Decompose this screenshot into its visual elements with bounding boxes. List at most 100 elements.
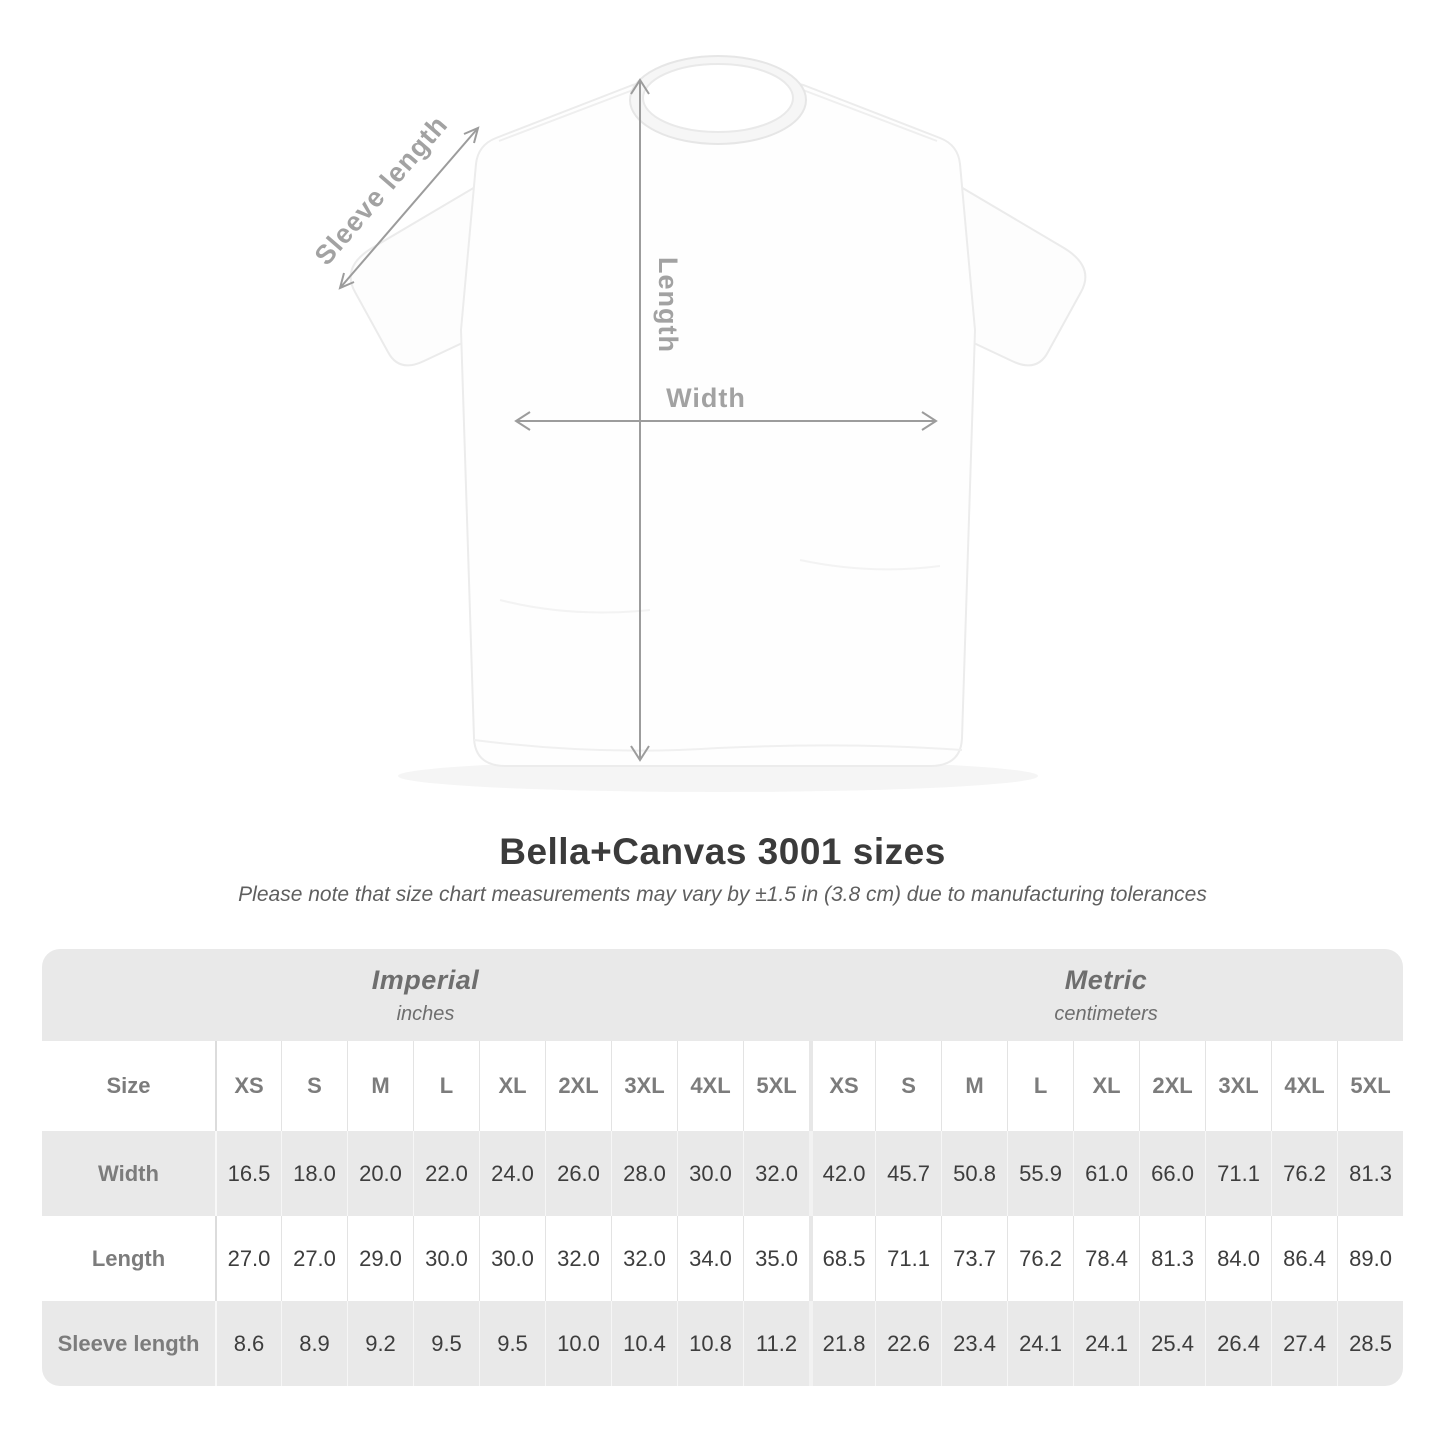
size-col-header: 2XL bbox=[545, 1041, 611, 1131]
size-col-header: 4XL bbox=[1271, 1041, 1338, 1131]
table-cell: 26.4 bbox=[1205, 1301, 1272, 1386]
table-cell: 71.1 bbox=[875, 1216, 942, 1301]
table-cell: 50.8 bbox=[941, 1131, 1008, 1216]
row-label-length: Length bbox=[42, 1216, 215, 1301]
length-row: Length 27.0 27.0 29.0 30.0 30.0 32.0 32.… bbox=[42, 1216, 1404, 1301]
table-cell: 27.0 bbox=[215, 1216, 281, 1301]
table-cell: 18.0 bbox=[281, 1131, 347, 1216]
table-cell: 30.0 bbox=[413, 1216, 479, 1301]
sleeve-length-row: Sleeve length 8.6 8.9 9.2 9.5 9.5 10.0 1… bbox=[42, 1301, 1404, 1386]
size-col-header: S bbox=[875, 1041, 942, 1131]
table-cell: 24.1 bbox=[1073, 1301, 1140, 1386]
row-label-sleeve-length: Sleeve length bbox=[42, 1301, 215, 1386]
size-chart-table: Imperial inches Metric centimeters Size … bbox=[42, 949, 1404, 1386]
size-col-header: XL bbox=[479, 1041, 545, 1131]
table-cell: 9.5 bbox=[413, 1301, 479, 1386]
size-col-header: 4XL bbox=[677, 1041, 743, 1131]
table-cell: 25.4 bbox=[1139, 1301, 1206, 1386]
table-cell: 34.0 bbox=[677, 1216, 743, 1301]
size-col-header: M bbox=[941, 1041, 1008, 1131]
table-cell: 55.9 bbox=[1007, 1131, 1074, 1216]
imperial-label: Imperial bbox=[371, 964, 480, 995]
table-cell: 45.7 bbox=[875, 1131, 942, 1216]
page-title: Bella+Canvas 3001 sizes bbox=[499, 831, 946, 872]
size-col-header: 2XL bbox=[1139, 1041, 1206, 1131]
table-cell: 35.0 bbox=[743, 1216, 810, 1301]
table-cell: 27.4 bbox=[1271, 1301, 1338, 1386]
metric-label: Metric bbox=[1064, 964, 1148, 995]
table-cell: 23.4 bbox=[941, 1301, 1008, 1386]
size-chart-table-container: Imperial inches Metric centimeters Size … bbox=[42, 949, 1404, 1386]
table-cell: 22.6 bbox=[875, 1301, 942, 1386]
tshirt-graphic: Sleeve length Length Width bbox=[308, 55, 1087, 792]
table-cell: 8.9 bbox=[281, 1301, 347, 1386]
table-cell: 22.0 bbox=[413, 1131, 479, 1216]
imperial-band: Imperial inches bbox=[42, 949, 810, 1041]
table-cell: 84.0 bbox=[1205, 1216, 1272, 1301]
width-row: Width 16.5 18.0 20.0 22.0 24.0 26.0 28.0… bbox=[42, 1131, 1404, 1216]
unit-band-row: Imperial inches Metric centimeters bbox=[42, 949, 1404, 1041]
table-cell: 32.0 bbox=[611, 1216, 677, 1301]
size-col-header: M bbox=[347, 1041, 413, 1131]
table-cell: 10.8 bbox=[677, 1301, 743, 1386]
size-header-row: Size XS S M L XL 2XL 3XL 4XL 5XL XS S M … bbox=[42, 1041, 1404, 1131]
table-cell: 68.5 bbox=[809, 1216, 876, 1301]
table-cell: 24.0 bbox=[479, 1131, 545, 1216]
table-cell: 16.5 bbox=[215, 1131, 281, 1216]
table-cell: 86.4 bbox=[1271, 1216, 1338, 1301]
table-cell: 73.7 bbox=[941, 1216, 1008, 1301]
table-cell: 30.0 bbox=[479, 1216, 545, 1301]
table-cell: 78.4 bbox=[1073, 1216, 1140, 1301]
size-col-header: XS bbox=[809, 1041, 876, 1131]
table-cell: 71.1 bbox=[1205, 1131, 1272, 1216]
sleeve-length-arrow bbox=[338, 126, 480, 290]
size-col-header: S bbox=[281, 1041, 347, 1131]
table-cell: 81.3 bbox=[1337, 1131, 1404, 1216]
size-col-header: 3XL bbox=[611, 1041, 677, 1131]
table-cell: 10.0 bbox=[545, 1301, 611, 1386]
size-header: Size bbox=[42, 1041, 215, 1131]
width-label: Width bbox=[666, 383, 746, 413]
table-cell: 8.6 bbox=[215, 1301, 281, 1386]
table-cell: 24.1 bbox=[1007, 1301, 1074, 1386]
table-cell: 76.2 bbox=[1007, 1216, 1074, 1301]
table-cell: 32.0 bbox=[545, 1216, 611, 1301]
table-cell: 66.0 bbox=[1139, 1131, 1206, 1216]
width-arrow bbox=[514, 411, 938, 431]
size-col-header: 5XL bbox=[743, 1041, 810, 1131]
table-cell: 9.2 bbox=[347, 1301, 413, 1386]
collar-inner bbox=[642, 63, 794, 133]
imperial-unit: inches bbox=[396, 1002, 455, 1025]
table-cell: 76.2 bbox=[1271, 1131, 1338, 1216]
size-col-header: XL bbox=[1073, 1041, 1140, 1131]
length-label: Length bbox=[653, 257, 683, 353]
metric-band: Metric centimeters bbox=[809, 949, 1404, 1041]
size-col-header: 5XL bbox=[1337, 1041, 1404, 1131]
shirt-body bbox=[459, 77, 977, 767]
table-cell: 27.0 bbox=[281, 1216, 347, 1301]
table-cell: 10.4 bbox=[611, 1301, 677, 1386]
table-cell: 61.0 bbox=[1073, 1131, 1140, 1216]
fabric-wrinkles bbox=[499, 559, 941, 614]
table-cell: 28.0 bbox=[611, 1131, 677, 1216]
table-cell: 30.0 bbox=[677, 1131, 743, 1216]
size-col-header: 3XL bbox=[1205, 1041, 1272, 1131]
metric-unit: centimeters bbox=[1054, 1002, 1158, 1025]
tshirt-measurement-diagram: Sleeve length Length Width bbox=[308, 55, 1087, 792]
size-col-header: L bbox=[413, 1041, 479, 1131]
table-cell: 28.5 bbox=[1337, 1301, 1404, 1386]
hem-wrinkle bbox=[473, 739, 963, 752]
table-cell: 9.5 bbox=[479, 1301, 545, 1386]
size-col-header: XS bbox=[215, 1041, 281, 1131]
table-cell: 32.0 bbox=[743, 1131, 810, 1216]
hem-shadow bbox=[398, 760, 1038, 792]
table-cell: 42.0 bbox=[809, 1131, 876, 1216]
table-cell: 81.3 bbox=[1139, 1216, 1206, 1301]
shoulder-seams bbox=[498, 89, 938, 142]
table-cell: 20.0 bbox=[347, 1131, 413, 1216]
table-cell: 89.0 bbox=[1337, 1216, 1404, 1301]
table-cell: 11.2 bbox=[743, 1301, 810, 1386]
table-cell: 26.0 bbox=[545, 1131, 611, 1216]
tolerance-note: Please note that size chart measurements… bbox=[238, 883, 1207, 906]
table-cell: 21.8 bbox=[809, 1301, 876, 1386]
